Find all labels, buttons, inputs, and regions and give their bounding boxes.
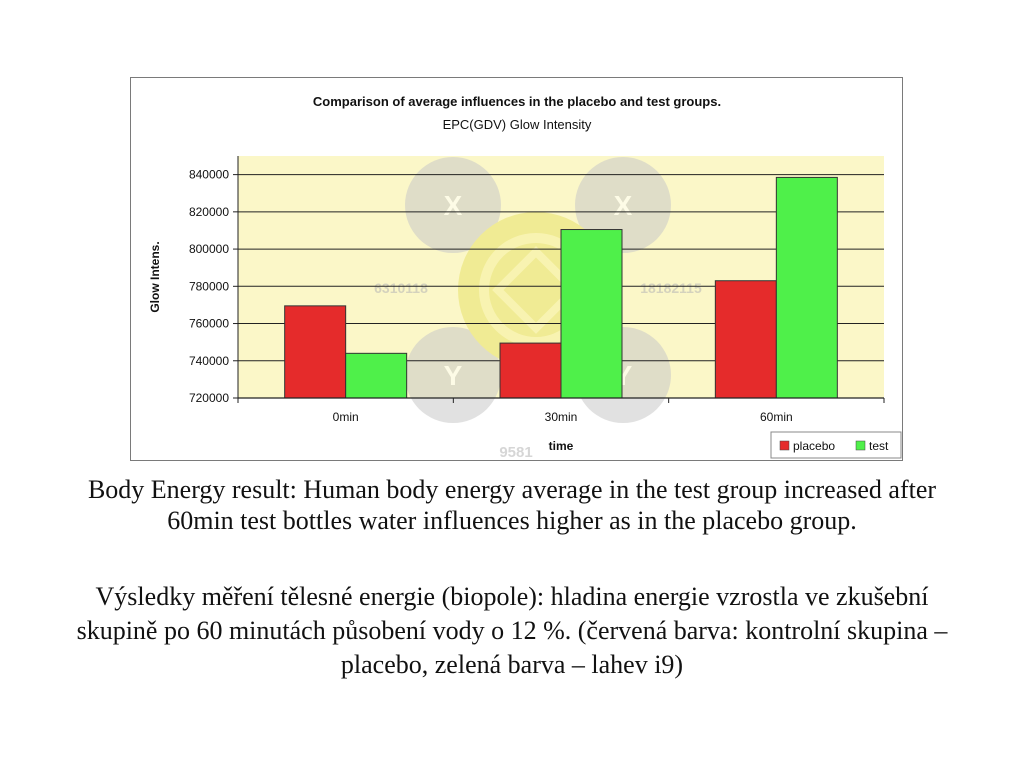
y-tick-label: 840000: [189, 168, 229, 182]
bar-placebo-0min: [284, 305, 347, 399]
y-tick-label: 820000: [189, 205, 229, 219]
x-axis-label: time: [549, 439, 574, 453]
bar-test-0min: [345, 352, 408, 399]
legend-swatch-placebo: [779, 440, 790, 451]
watermark-knot-square: [492, 246, 580, 334]
watermark-y-left: Y: [444, 360, 463, 391]
bar-placebo-30min: [499, 342, 562, 399]
y-tick-label: 780000: [189, 279, 229, 293]
watermark-x-left: X: [444, 190, 463, 221]
bar-chart: X X Y Y 6310118 18182115 9581 7200007400…: [148, 94, 902, 460]
chart-subtitle: EPC(GDV) Glow Intensity: [443, 117, 592, 132]
watermark-number-right: 18182115: [640, 280, 702, 296]
watermark-circle-bottom-left: [405, 327, 501, 423]
y-tick-label: 740000: [189, 354, 229, 368]
caption-english: Body Energy result: Human body energy av…: [87, 475, 937, 535]
watermark-circle-top-left: [405, 157, 501, 253]
bar-test-30min: [560, 229, 623, 399]
y-tick-label: 800000: [189, 242, 229, 256]
axes: 720000 740000 760000 780000 800000 820000 8400…: [189, 156, 885, 424]
bar-test-60min: [775, 176, 838, 399]
watermark-circle-top-right: [575, 157, 671, 253]
chart-frame: X X Y Y 6310118 18182115 9581 720000 7400…: [130, 77, 903, 461]
legend: placebo test: [770, 431, 902, 459]
x-tick-label: 60min: [760, 410, 793, 424]
legend-label-test: test: [869, 439, 889, 453]
y-tick-label: 720000: [189, 391, 229, 405]
y-axis-label: Glow Intens.: [148, 241, 162, 312]
watermark-number-left: 6310118: [374, 280, 428, 296]
x-tick-label: 30min: [545, 410, 578, 424]
watermark-x-right: X: [614, 190, 633, 221]
caption-czech: Výsledky měření tělesné energie (biopole…: [76, 582, 948, 679]
legend-box: [770, 431, 902, 459]
chart-title: Comparison of average influences in the …: [313, 94, 721, 109]
bars: [284, 176, 838, 399]
legend-label-placebo: placebo: [793, 439, 835, 453]
y-tick-label: 760000: [189, 317, 229, 331]
watermark-number-bottom: 9581: [499, 444, 532, 460]
x-tick-label: 0min: [333, 410, 359, 424]
legend-swatch-test: [855, 440, 866, 451]
bar-placebo-60min: [714, 280, 777, 399]
